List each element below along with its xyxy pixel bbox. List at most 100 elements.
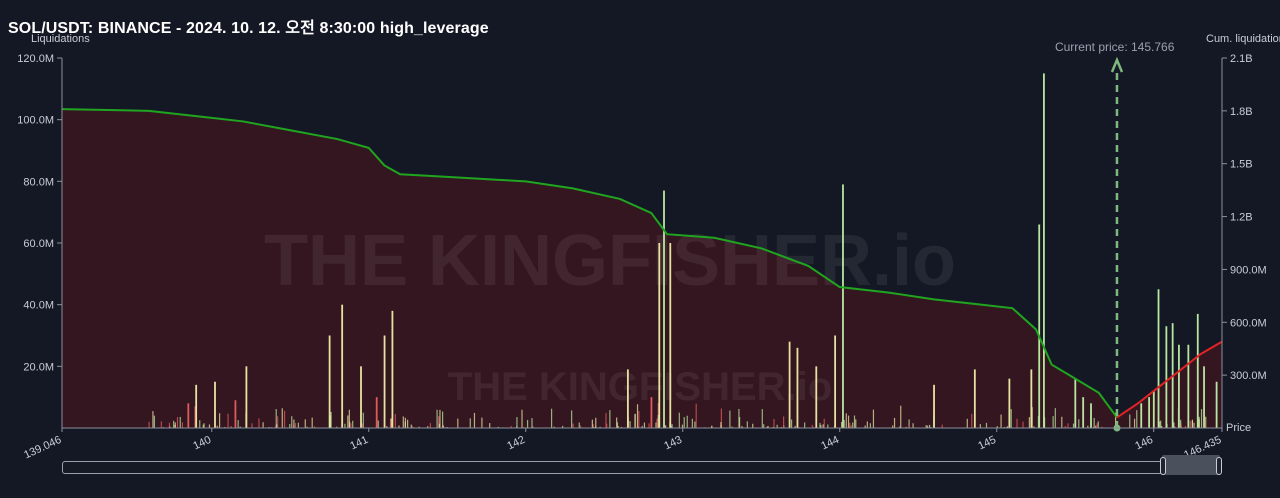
liquidation-bar [843,419,845,428]
liquidation-bar [187,403,190,428]
liquidation-bar [720,422,722,428]
liquidation-bar [595,426,597,428]
watermark-text-small: THE KINGFISHER.io [448,365,832,409]
liquidation-bar [776,424,778,428]
liquidation-bar [1097,421,1099,428]
liquidation-bar [411,425,413,428]
liquidation-bar [996,426,998,428]
liquidation-bar [620,426,622,428]
liquidation-bar [695,403,697,428]
liquidation-bar [442,425,445,428]
chart-title: SOL/USDT: BINANCE - 2024. 10. 12. 오전 8:3… [8,20,489,37]
liquidation-bar [794,425,796,428]
liquidation-bar [691,418,693,428]
liquidation-bar [194,406,196,428]
liquidation-bar [1205,416,1207,428]
liquidation-bar [866,421,868,428]
liquidation-bar [390,418,392,428]
liquidation-bar [297,422,299,428]
liquidation-bar [283,410,286,428]
liquidation-bar [711,425,713,428]
liquidation-bar [181,422,184,428]
liquidation-bar [169,426,171,428]
liquidation-bar [442,411,444,428]
liquidation-bar [678,412,680,428]
liquidation-bar [1157,289,1160,428]
liquidation-bar [973,369,976,428]
liquidation-bar [1030,369,1033,428]
liquidation-bar [671,424,673,428]
liquidation-bar [900,405,902,428]
liquidation-bar [912,423,914,428]
liquidation-bar [289,424,291,428]
liquidation-bar [341,304,344,428]
liquidation-bar [427,426,429,428]
range-handle-left[interactable] [1160,457,1166,475]
current-price-label: Current price: 145.766 [1055,40,1175,54]
liquidation-bar [362,412,364,428]
y-tick-label: 80.0M [23,176,54,188]
liquidation-bar [658,243,661,428]
y2-tick-label: 600.0M [1230,317,1267,329]
liquidation-bar [629,421,631,428]
liquidation-bar [847,415,850,428]
liquidation-bar [1140,403,1143,428]
liquidation-bar [595,417,597,428]
liquidation-bar [686,415,688,428]
liquidation-bar [1174,426,1176,428]
liquidation-bar [1152,391,1155,428]
liquidation-bar [864,425,866,428]
y2-tick-label: 2.1B [1230,53,1253,65]
liquidation-bar [788,341,791,428]
liquidation-bar [609,410,611,428]
x-tick-label: 139.046 [22,434,63,462]
liquidation-bar [811,424,813,428]
liquidation-bar [1159,421,1161,428]
liquidation-bar [199,420,201,428]
liquidation-bar [772,426,774,428]
liquidation-bar [663,190,665,428]
liquidation-bar [1200,409,1203,428]
current-price-arrow [1110,56,1124,73]
liquidation-bar [822,424,824,428]
liquidation-bar [473,412,476,428]
y-tick-label: 20.0M [23,361,54,373]
liquidation-bar [655,422,657,428]
liquidation-bar [1038,224,1041,428]
liquidation-bar [439,409,441,428]
liquidation-bar [729,410,731,428]
liquidation-bar [313,426,316,428]
y2-tick-label: 1.2B [1230,212,1253,224]
liquidation-bar [681,424,684,428]
y-tick-label: 100.0M [17,115,54,127]
cum-area-fill [62,109,1222,428]
y2-tick-label: 1.8B [1230,106,1253,118]
liquidation-bar [306,426,308,428]
liquidation-bar [823,418,825,428]
liquidation-bar [1008,378,1011,428]
liquidation-bar [845,413,847,428]
range-scrollbar[interactable] [62,461,1222,474]
liquidation-bar [1133,418,1136,428]
liquidation-bar [328,335,331,428]
liquidation-bar [683,417,685,428]
x-tick-label: 141 [348,434,370,453]
liquidation-bar [790,419,793,428]
liquidation-bar [669,243,672,428]
liquidation-bar [650,397,653,428]
liquidation-bar [766,426,768,428]
liquidation-bar [352,420,354,428]
liquidation-bar [664,426,666,428]
liquidation-bar [572,423,574,428]
range-handle-right[interactable] [1216,457,1222,475]
cum-line-left [61,108,1118,419]
liquidation-bar [293,419,295,428]
liquidation-bar [738,408,740,428]
liquidation-bar [202,424,204,428]
range-scrollbar-thumb[interactable] [1162,455,1220,475]
liquidation-bar [694,421,696,428]
liquidation-bar [869,423,871,428]
y2-axis-label: Cum. liquidations [1206,33,1280,45]
liquidation-bar [638,411,640,428]
